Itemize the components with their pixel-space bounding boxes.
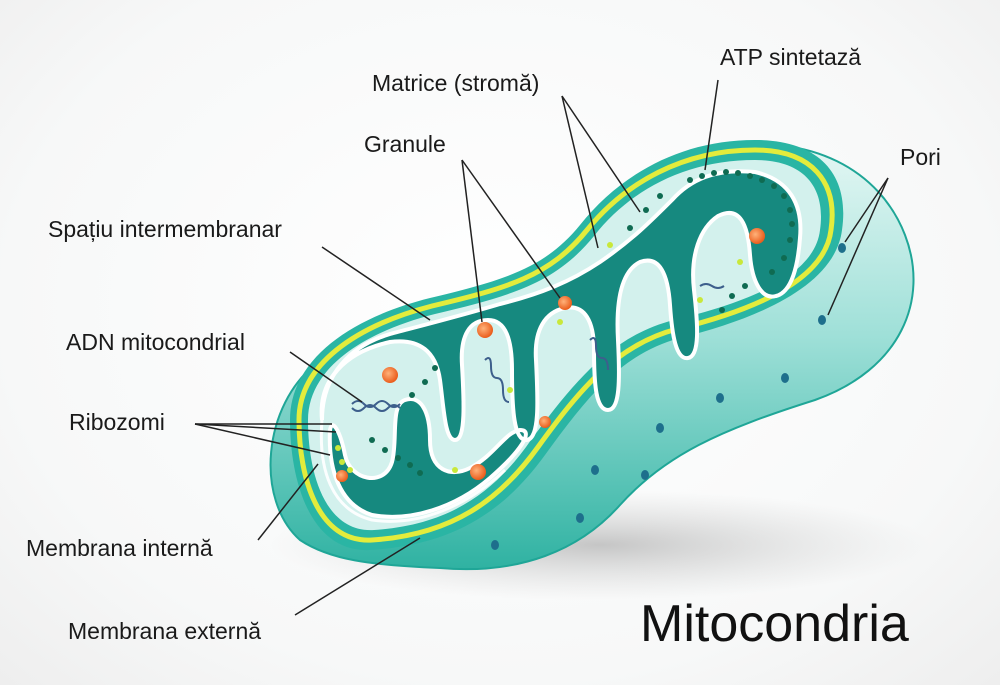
outer-membrane-yellow <box>296 147 835 543</box>
label-mtdna: ADN mitocondrial <box>66 329 245 355</box>
pores <box>491 243 846 550</box>
label-matrix: Matrice (stromă) <box>372 70 540 96</box>
ribosome-dots <box>335 242 743 473</box>
label-granules: Granule <box>364 131 446 157</box>
label-outer-membrane: Membrana externă <box>68 618 262 644</box>
label-inner-membrane: Membrana internă <box>26 535 213 561</box>
atp-synthase-dots <box>369 169 795 476</box>
granules <box>336 228 765 482</box>
label-atp-synthase: ATP sintetază <box>720 44 862 70</box>
diagram-title: Mitocondria <box>640 595 909 653</box>
label-pores: Pori <box>900 144 941 170</box>
label-ribosomes: Ribozomi <box>69 409 165 435</box>
label-intermembrane-space: Spațiu intermembranar <box>48 216 282 242</box>
leader-lines <box>194 79 889 616</box>
inner-membrane <box>319 419 507 523</box>
matrix-stroma <box>319 169 803 519</box>
